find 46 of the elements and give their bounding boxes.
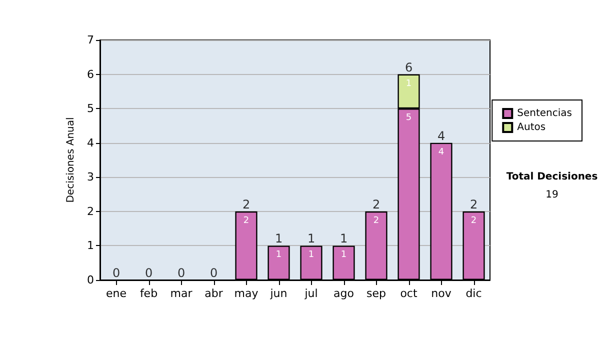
data-label: 1	[406, 78, 412, 89]
x-tick-label: abr	[204, 287, 224, 300]
y-tick-label: 2	[87, 204, 94, 218]
legend-label: Sentencias	[517, 108, 572, 119]
x-tick-label: sep	[366, 287, 386, 300]
x-tick-label: oct	[400, 287, 418, 300]
data-label: 5	[406, 113, 412, 124]
total-label: 2	[242, 197, 250, 212]
x-tick-label: nov	[431, 287, 452, 300]
x-tick-label: jun	[269, 287, 288, 300]
total-label: 0	[112, 266, 120, 280]
x-tick-label: ene	[106, 287, 127, 300]
data-label: 1	[276, 250, 282, 260]
text: Total Decisiones	[506, 172, 598, 182]
total-label: 0	[177, 266, 186, 280]
total-label: 1	[274, 232, 283, 246]
total-label: 2	[470, 197, 478, 212]
data-label: 1	[308, 250, 314, 260]
y-tick-label: 7	[87, 34, 94, 46]
legend-label: Autos	[517, 122, 546, 133]
total-label: 2	[372, 197, 380, 212]
y-tick-label: 5	[87, 102, 94, 116]
x-tick-label: mar	[170, 287, 193, 300]
data-label: 2	[373, 216, 380, 226]
data-label: 2	[470, 216, 477, 226]
x-tick-label: may	[234, 287, 259, 300]
total-label: 4	[437, 128, 446, 143]
y-tick-label: 0	[87, 274, 94, 286]
data-label: 1	[340, 250, 347, 260]
x-tick-label: jul	[304, 287, 318, 300]
data-label: 2	[243, 216, 250, 226]
y-axis-title: Decisiones Anual	[66, 117, 77, 203]
x-tick-label: dic	[466, 287, 482, 300]
total-label: 6	[404, 60, 413, 74]
x-tick-label: ago	[334, 287, 354, 300]
total-label: 0	[144, 266, 153, 280]
text: 19	[546, 190, 558, 200]
total-label: 1	[340, 232, 348, 246]
x-tick-label: feb	[140, 287, 158, 300]
data-label: 4	[438, 147, 444, 158]
y-tick-label: 4	[87, 136, 94, 150]
y-tick-label: 1	[87, 239, 94, 252]
y-tick-label: 3	[87, 170, 94, 184]
y-tick-label: 6	[87, 68, 94, 81]
total-label: 1	[307, 232, 316, 246]
total-label: 0	[210, 266, 218, 280]
